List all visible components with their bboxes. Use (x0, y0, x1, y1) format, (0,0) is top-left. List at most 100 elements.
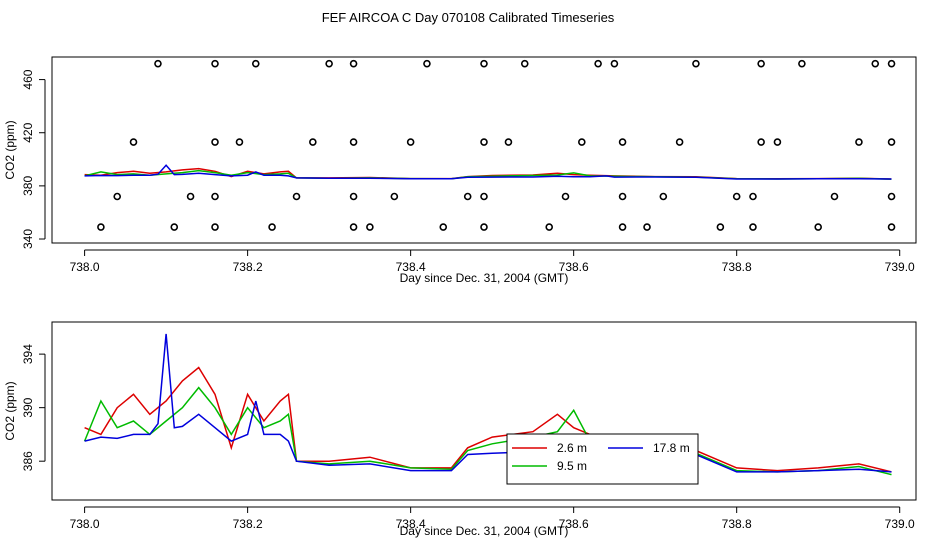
chart-title: FEF AIRCOA C Day 070108 Calibrated Times… (322, 10, 615, 25)
calibration-point (480, 192, 488, 201)
x-tick-label: 738.0 (70, 517, 100, 531)
bottom-axes: 738.0 738.2 738.4 738.6 738.8 739.0 386 390 394 (21, 344, 915, 531)
calibration-point (887, 138, 896, 146)
calibration-point (561, 192, 570, 201)
x-tick-label: 738.4 (396, 260, 426, 274)
calibration-point (830, 192, 839, 201)
y-tick-label: 460 (21, 69, 35, 89)
x-tick-label: 738.2 (233, 260, 263, 274)
calibration-point (773, 138, 782, 146)
calibration-point (423, 59, 431, 68)
calibration-point (349, 59, 358, 68)
top-data-layer (84, 59, 896, 231)
legend-label: 17.8 m (653, 441, 690, 455)
y-tick-label: 380 (21, 176, 35, 196)
calibration-point (129, 138, 138, 146)
calibration-point (749, 192, 757, 201)
calibration-point (887, 223, 896, 231)
x-tick-label: 738.0 (70, 260, 100, 274)
calibration-point (578, 138, 586, 146)
x-tick-label: 738.6 (559, 260, 589, 274)
top-x-axis-label: Day since Dec. 31, 2004 (GMT) (400, 271, 569, 285)
calibration-point (235, 138, 244, 146)
bottom-data-layer (83, 333, 892, 476)
x-tick-label: 738.4 (396, 517, 426, 531)
calibration-point (292, 192, 301, 201)
calibration-point (814, 223, 822, 231)
x-tick-label: 739.0 (885, 517, 915, 531)
legend-box (506, 433, 699, 485)
calibration-point (716, 223, 725, 231)
calibration-point (675, 138, 684, 146)
calibration-point (871, 59, 880, 68)
x-tick-label: 738.6 (559, 517, 589, 531)
calibration-point (251, 59, 260, 68)
calibration-point (610, 59, 619, 68)
calibration-point (390, 192, 399, 201)
calibration-point (643, 223, 651, 231)
calibration-point (855, 138, 863, 146)
calibration-point (325, 59, 333, 68)
series-line-17-8-m (84, 164, 892, 180)
y-tick-label: 340 (21, 229, 35, 249)
y-tick-label: 420 (21, 122, 35, 142)
y-tick-label: 390 (21, 397, 35, 417)
x-tick-label: 738.8 (722, 517, 752, 531)
calibration-point (170, 223, 179, 231)
calibration-point (268, 223, 276, 231)
calibration-point (480, 138, 488, 146)
series-line-9-5-m (83, 386, 892, 476)
legend: 2.6 m 9.5 m 17.8 m (506, 433, 699, 485)
calibration-point (406, 138, 415, 146)
bottom-panel: 738.0 738.2 738.4 738.6 738.8 739.0386390394 … (3, 321, 917, 538)
calibration-point (504, 138, 513, 146)
x-tick-label: 738.8 (722, 260, 752, 274)
calibration-point (211, 138, 219, 146)
legend-label: 9.5 m (557, 459, 587, 473)
calibration-point (186, 192, 195, 201)
calibration-point (887, 59, 896, 68)
series-line-17-8-m (84, 333, 892, 473)
calibration-point (439, 223, 448, 231)
calibration-point (154, 59, 162, 68)
calibration-point (480, 223, 488, 231)
x-tick-label: 738.2 (233, 517, 263, 531)
calibration-point (887, 192, 896, 201)
top-panel: 738.0 738.2 738.4 738.6 738.8 739.0 340 380 420 4… (3, 56, 917, 285)
calibration-point (594, 59, 602, 68)
calibration-point (732, 192, 741, 201)
calibration-point (366, 223, 374, 231)
series-line-9-5-m (84, 169, 892, 180)
top-y-axis-label: CO2 (ppm) (3, 120, 17, 179)
calibration-point (520, 59, 529, 68)
bottom-y-axis-label: CO2 (ppm) (3, 381, 17, 440)
calibration-point (757, 59, 765, 68)
calibration-point (97, 223, 105, 231)
legend-label: 2.6 m (557, 441, 587, 455)
top-plot-frame (51, 56, 917, 244)
calibration-point (659, 192, 668, 201)
calibration-point (211, 223, 219, 231)
calibration-point (692, 59, 700, 68)
calibration-point (211, 59, 219, 68)
calibration-point (798, 59, 806, 68)
calibration-point (757, 138, 765, 146)
calibration-point (113, 192, 122, 201)
y-tick-label: 394 (21, 344, 35, 364)
calibration-point (618, 223, 627, 231)
calibration-point (618, 138, 627, 146)
y-tick-label: 386 (21, 451, 35, 471)
bottom-x-axis-label: Day since Dec. 31, 2004 (GMT) (400, 524, 569, 538)
calibration-point (349, 138, 358, 146)
calibration-point (309, 138, 317, 146)
calibration-point (618, 192, 627, 201)
calibration-point (349, 192, 358, 201)
calibration-point (749, 223, 757, 231)
top-axes: 738.0 738.2 738.4 738.6 738.8 739.0 340 380 420 4… (21, 69, 915, 274)
calibration-point (545, 223, 554, 231)
bottom-plot-frame (51, 321, 917, 501)
x-tick-label: 739.0 (885, 260, 915, 274)
calibration-point (463, 192, 472, 201)
calibration-point (480, 59, 488, 68)
